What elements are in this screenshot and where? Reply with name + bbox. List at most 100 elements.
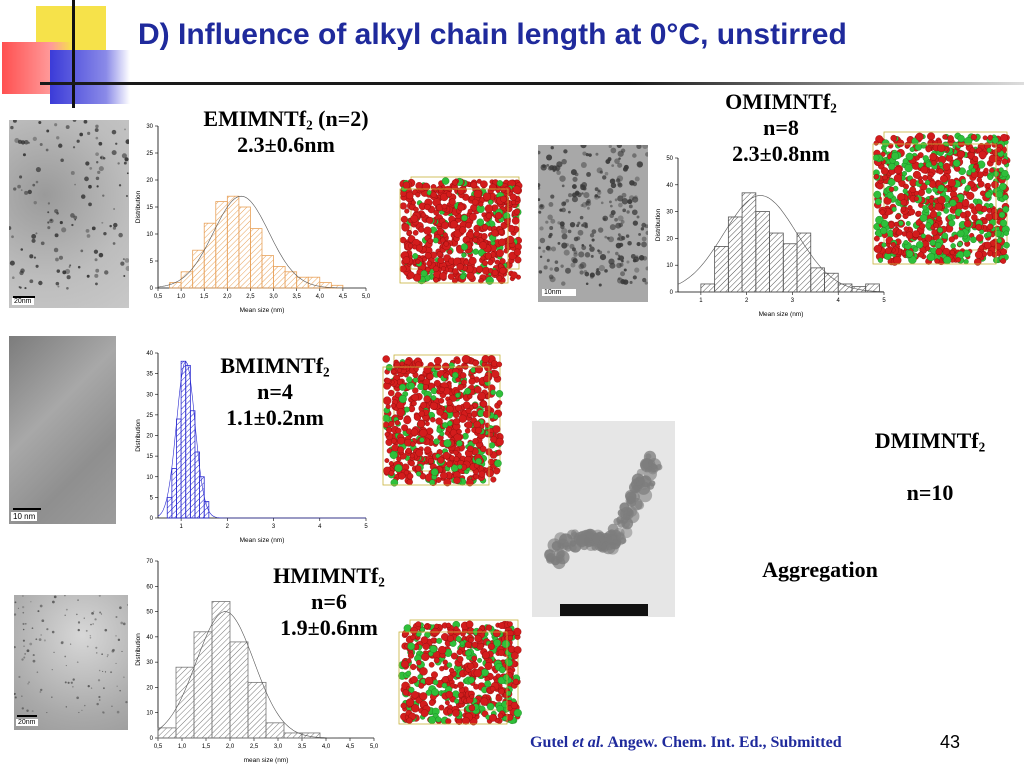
red-molecule: [484, 422, 490, 428]
red-molecule: [987, 223, 994, 230]
nanoparticle: [102, 194, 105, 197]
green-molecule: [998, 211, 1006, 219]
y-tick-label: 30: [146, 124, 153, 130]
nanoparticle: [620, 220, 625, 224]
green-molecule: [922, 155, 929, 162]
nanoparticle: [40, 634, 42, 636]
red-molecule: [499, 258, 506, 265]
compound-name: OMIMNTf: [725, 89, 831, 114]
nanoparticle: [65, 125, 70, 129]
red-molecule: [903, 183, 909, 190]
nanoparticle: [38, 280, 43, 286]
nanoparticle: [539, 237, 546, 244]
nanoparticle: [556, 170, 561, 176]
red-molecule: [407, 652, 415, 659]
red-molecule: [511, 216, 520, 225]
red-molecule: [479, 241, 488, 250]
nanoparticle: [572, 258, 578, 264]
nanoparticle: [22, 639, 25, 642]
chain-length: n=8: [763, 115, 799, 141]
red-molecule: [462, 401, 471, 409]
nanoparticle: [93, 249, 99, 254]
nanoparticle: [563, 249, 570, 256]
red-molecule: [492, 425, 501, 434]
label-hmim: HMIMNTf2 n=6 1.9±0.6nm: [244, 563, 414, 640]
green-molecule: [963, 259, 969, 265]
nanoparticle: [45, 148, 49, 152]
red-molecule: [1000, 248, 1008, 256]
red-molecule: [474, 634, 482, 643]
nanoparticle: [14, 645, 16, 649]
aggregate-particle: [591, 544, 599, 551]
compound-subscript: 2: [978, 439, 986, 455]
red-molecule: [412, 229, 419, 236]
red-molecule: [507, 635, 514, 641]
nanoparticle: [614, 217, 618, 222]
x-tick-label: 1,0: [177, 294, 186, 300]
nanoparticle: [22, 595, 24, 597]
aggregate-particle: [645, 453, 652, 460]
red-molecule: [448, 267, 453, 273]
green-molecule: [950, 243, 956, 249]
red-molecule: [497, 649, 505, 657]
nanoparticle: [39, 691, 42, 693]
nanoparticle: [581, 202, 588, 208]
red-molecule: [447, 634, 454, 642]
histogram-bar: [215, 201, 228, 289]
histogram-bar: [727, 216, 743, 293]
red-molecule: [468, 377, 476, 385]
green-molecule: [460, 243, 468, 251]
red-molecule: [401, 660, 409, 669]
green-molecule: [446, 662, 453, 668]
red-molecule: [493, 467, 501, 475]
nanoparticle: [53, 247, 59, 253]
red-molecule: [459, 226, 467, 234]
nanoparticle: [22, 153, 26, 157]
nanoparticle: [557, 221, 561, 225]
nanoparticle: [581, 182, 588, 188]
nanoparticle: [47, 226, 51, 230]
red-molecule: [882, 174, 888, 181]
histogram-emim: 0 5 10 15 20 25 30 0,5 1,0 1,5 2,0 2,5 3,0 3,5 4,0 4,5 5…: [135, 124, 371, 314]
red-molecule: [441, 676, 449, 684]
red-molecule: [426, 216, 434, 224]
nanoparticle: [94, 128, 99, 132]
nanoparticle: [22, 628, 25, 631]
red-molecule: [433, 657, 440, 664]
green-molecule: [435, 453, 441, 459]
nanoparticle: [64, 681, 67, 684]
nanoparticle: [20, 140, 26, 145]
green-molecule: [429, 479, 436, 486]
nanoparticle: [81, 709, 83, 711]
red-molecule: [893, 221, 900, 227]
nanoparticle: [110, 671, 113, 674]
label-dmim: DMIMNTf2: [850, 428, 1010, 454]
green-molecule: [1001, 169, 1009, 178]
red-molecule: [471, 641, 479, 649]
red-molecule: [480, 180, 488, 189]
histogram-bmim: 0 5 10 15 20 25 30 35 40 1 2 3 4 5 Mean size (nm) Distr…: [135, 351, 368, 544]
red-molecule: [433, 379, 441, 387]
red-molecule: [439, 386, 445, 393]
red-molecule: [480, 697, 489, 706]
green-molecule: [452, 371, 459, 379]
nanoparticle: [589, 272, 595, 278]
red-molecule: [499, 267, 507, 275]
nanoparticle: [98, 141, 103, 146]
red-molecule: [438, 397, 445, 404]
nanoparticle: [627, 199, 633, 205]
nanoparticle: [27, 682, 30, 685]
red-molecule: [975, 203, 983, 212]
aggregate-particle: [620, 526, 633, 539]
nanoparticle: [18, 675, 21, 679]
x-tick-label: 5,0: [362, 294, 371, 300]
nanoparticle: [64, 268, 71, 274]
nanoparticle: [32, 183, 36, 187]
green-molecule: [436, 427, 442, 433]
histogram-bar: [166, 496, 173, 519]
nanoparticle: [14, 613, 17, 616]
red-molecule: [420, 709, 429, 718]
red-molecule: [473, 230, 480, 238]
nanoparticle: [83, 617, 85, 619]
green-molecule: [985, 231, 992, 238]
